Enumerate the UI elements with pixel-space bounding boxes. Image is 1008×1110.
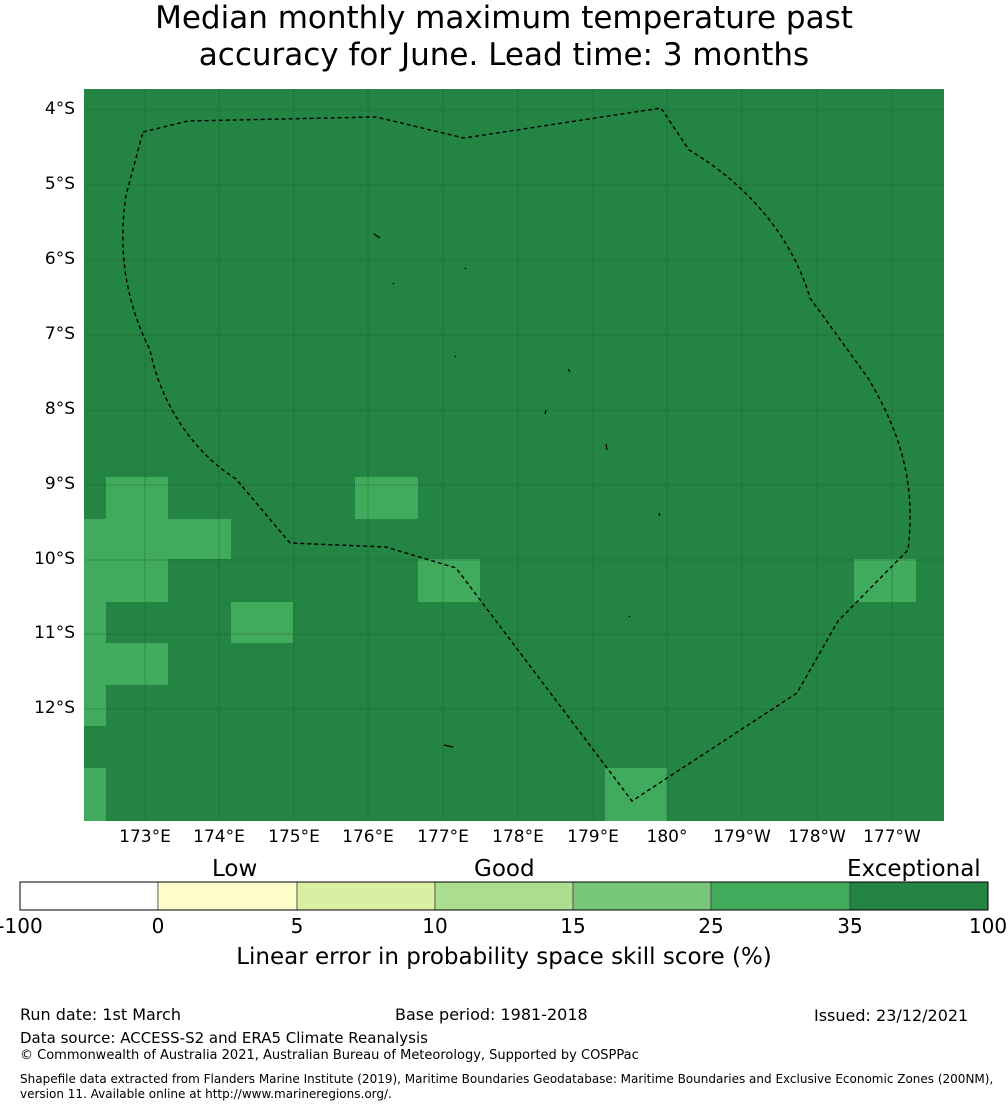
colorbar-tick: 100 [968, 914, 1008, 938]
lat-label: 6°S [44, 249, 75, 269]
issued-date: Issued: 23/12/2021 [814, 1006, 969, 1025]
colorbar-tick: 35 [837, 914, 863, 938]
skill-cell [84, 685, 106, 726]
island [605, 443, 608, 451]
base-period: Base period: 1981-2018 [395, 1005, 588, 1024]
lon-label: 177°W [863, 827, 921, 847]
skill-cell [605, 768, 667, 821]
skill-cell [84, 559, 168, 602]
lat-label: 9°S [44, 474, 75, 494]
lon-label: 176°E [342, 827, 394, 847]
skill-cell [84, 643, 168, 685]
island [658, 512, 661, 517]
island [373, 233, 381, 239]
skill-cell [84, 768, 106, 821]
skill-cell [418, 559, 480, 602]
colorbar-segment [849, 881, 989, 911]
lat-label: 4°S [44, 99, 75, 119]
lon-label: 179°E [567, 827, 619, 847]
colorbar-title: Linear error in probability space skill … [236, 944, 772, 970]
skill-cells-very-good [84, 477, 916, 821]
map-panel [84, 89, 944, 821]
lat-label: 8°S [44, 399, 75, 419]
lon-label: 173°E [119, 827, 171, 847]
island [628, 615, 631, 618]
colorbar-tick: -100 [0, 914, 43, 938]
island [544, 409, 547, 415]
lon-label: 175°E [268, 827, 320, 847]
colorbar-category-good: Good [474, 856, 535, 882]
lat-label: 12°S [34, 698, 75, 718]
map-title-line-1: Median monthly maximum temperature past [155, 0, 853, 36]
colorbar-tick: 5 [290, 914, 304, 938]
colorbar-segment [157, 881, 298, 911]
island [464, 267, 467, 270]
data-source: Data source: ACCESS-S2 and ERA5 Climate … [20, 1029, 428, 1047]
lon-label: 180° [646, 827, 688, 847]
lat-label: 11°S [34, 623, 75, 643]
skill-cell [854, 559, 916, 602]
skill-cell [231, 602, 293, 643]
island [392, 282, 395, 285]
skill-cell [106, 477, 168, 519]
island [567, 368, 571, 373]
map-title-line-2: accuracy for June. Lead time: 3 months [198, 37, 810, 73]
islands [373, 233, 661, 748]
island [443, 744, 454, 748]
lat-label: 7°S [44, 324, 75, 344]
colorbar-frame [19, 881, 989, 911]
lat-label: 5°S [44, 174, 75, 194]
run-date: Run date: 1st March [20, 1005, 181, 1024]
colorbar-segment [296, 881, 436, 911]
lon-label: 178°W [788, 827, 846, 847]
colorbar-segment [572, 881, 712, 911]
island [454, 355, 457, 358]
lon-label: 177°E [417, 827, 469, 847]
eez-boundary-line [122, 107, 911, 802]
lon-label: 174°E [193, 827, 245, 847]
lon-label: 179°W [713, 827, 771, 847]
copyright: © Commonwealth of Australia 2021, Austra… [20, 1048, 639, 1063]
skill-cell [84, 602, 106, 643]
colorbar-segment [434, 881, 574, 911]
colorbar-category-exceptional: Exceptional [847, 856, 981, 882]
colorbar-tick: 0 [151, 914, 165, 938]
colorbar-category-low: Low [212, 856, 258, 882]
colorbar-tick: 15 [560, 914, 586, 938]
lon-label: 178°E [492, 827, 544, 847]
colorbar [19, 881, 989, 911]
skill-cell [84, 519, 231, 559]
lat-label: 10°S [34, 549, 75, 569]
shapefile-credit: Shapefile data extracted from Flanders M… [20, 1072, 994, 1101]
colorbar-segment [19, 881, 159, 911]
map-gridlines [84, 89, 944, 821]
skill-cell [355, 477, 418, 519]
colorbar-tick: 10 [422, 914, 448, 938]
colorbar-tick: 25 [698, 914, 724, 938]
colorbar-segment [710, 881, 851, 911]
